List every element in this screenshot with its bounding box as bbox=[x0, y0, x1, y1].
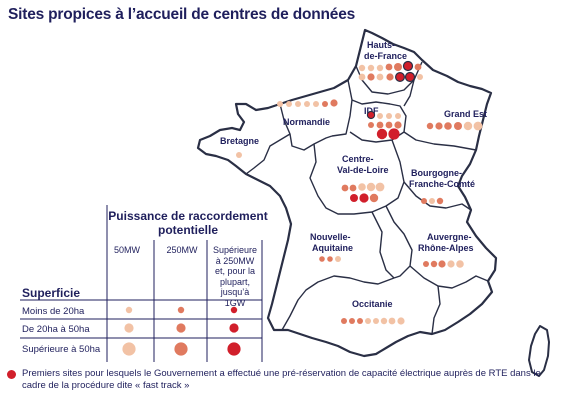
site-marker bbox=[430, 260, 438, 268]
label-bretagne: Bretagne bbox=[220, 136, 259, 146]
legend-row-medium: De 20ha à 50ha bbox=[22, 324, 90, 335]
site-marker bbox=[386, 73, 394, 81]
site-marker bbox=[277, 101, 283, 107]
site-marker bbox=[366, 110, 376, 120]
site-marker bbox=[447, 260, 455, 268]
label-occitanie: Occitanie bbox=[352, 299, 393, 309]
site-marker bbox=[426, 122, 434, 130]
site-marker bbox=[367, 73, 375, 81]
map-title: Sites propices à l’accueil de centres de… bbox=[8, 6, 356, 23]
site-marker bbox=[236, 152, 242, 158]
site-marker bbox=[313, 101, 319, 107]
site-marker bbox=[358, 73, 366, 81]
region-borders bbox=[245, 61, 489, 335]
site-marker bbox=[436, 197, 444, 205]
site-marker bbox=[373, 318, 379, 324]
site-marker bbox=[394, 63, 402, 71]
site-marker bbox=[394, 121, 402, 129]
legend-column-250mw: 250MW bbox=[166, 245, 198, 255]
site-marker bbox=[327, 256, 333, 262]
site-marker bbox=[376, 128, 388, 140]
label-grandest: Grand Est bbox=[444, 109, 487, 119]
site-marker bbox=[369, 193, 379, 203]
site-marker bbox=[397, 317, 405, 325]
site-marker bbox=[366, 182, 376, 192]
site-marker bbox=[429, 198, 435, 204]
site-marker bbox=[365, 318, 371, 324]
site-marker bbox=[349, 318, 355, 324]
legend-column-50mw: 50MW bbox=[113, 245, 140, 255]
label-na: Nouvelle-Aquitaine bbox=[310, 232, 353, 253]
site-marker bbox=[335, 256, 341, 262]
site-marker bbox=[386, 113, 392, 119]
site-marker bbox=[368, 122, 374, 128]
site-marker bbox=[380, 317, 388, 325]
footnote: Premiers sites pour lesquels le Gouverne… bbox=[22, 368, 541, 391]
legend-row-small: Moins de 20ha bbox=[22, 306, 85, 317]
site-marker bbox=[385, 121, 393, 129]
site-marker bbox=[444, 122, 452, 130]
site-marker bbox=[385, 63, 393, 71]
site-marker bbox=[438, 260, 446, 268]
site-marker bbox=[435, 122, 443, 130]
site-marker bbox=[395, 71, 406, 82]
site-marker bbox=[341, 184, 349, 192]
site-marker bbox=[404, 71, 416, 83]
site-marker bbox=[376, 121, 384, 129]
site-marker bbox=[358, 183, 366, 191]
site-marker bbox=[376, 64, 384, 72]
site-marker bbox=[375, 182, 385, 192]
site-marker bbox=[330, 99, 338, 107]
site-marker bbox=[376, 73, 384, 81]
site-marker bbox=[395, 113, 401, 119]
site-marker bbox=[359, 193, 369, 203]
site-marker bbox=[454, 122, 462, 130]
label-cvl: Centre-Val-de-Loire bbox=[337, 154, 389, 175]
site-marker bbox=[319, 256, 325, 262]
site-markers bbox=[236, 60, 483, 325]
site-marker bbox=[357, 318, 363, 324]
site-marker bbox=[402, 60, 414, 72]
site-marker bbox=[286, 101, 292, 107]
fast-track-marker-icon bbox=[7, 370, 16, 379]
site-marker bbox=[349, 184, 357, 192]
site-marker bbox=[414, 63, 422, 71]
site-marker bbox=[456, 260, 464, 268]
site-marker bbox=[350, 194, 358, 202]
france-outline bbox=[196, 28, 498, 358]
site-marker bbox=[388, 128, 400, 140]
site-marker bbox=[388, 317, 396, 325]
site-marker bbox=[473, 121, 483, 131]
label-bfc: Bourgogne-Franche-Comté bbox=[409, 168, 475, 189]
site-marker bbox=[304, 101, 310, 107]
label-hdf: Hauts-de-France bbox=[364, 40, 407, 61]
corsica-outline bbox=[528, 325, 550, 377]
legend-row-large: Supérieure à 50ha bbox=[22, 344, 101, 355]
site-marker bbox=[377, 113, 383, 119]
site-marker bbox=[358, 64, 366, 72]
site-marker bbox=[463, 121, 473, 131]
site-marker bbox=[421, 198, 427, 204]
site-marker bbox=[423, 261, 429, 267]
label-normandie: Normandie bbox=[283, 117, 330, 127]
site-marker bbox=[295, 101, 301, 107]
site-marker bbox=[341, 318, 347, 324]
legend-power-title: Puissance de raccordement potentielle bbox=[108, 209, 268, 237]
legend-column-over-250mw: Supérieure à 250MW et, pour la plupart, … bbox=[212, 245, 258, 308]
site-marker bbox=[417, 74, 423, 80]
site-marker bbox=[322, 101, 328, 107]
label-ara: Auvergne-Rhône-Alpes bbox=[418, 232, 474, 253]
site-marker bbox=[367, 64, 375, 72]
legend-area-title: Superficie bbox=[22, 286, 81, 300]
